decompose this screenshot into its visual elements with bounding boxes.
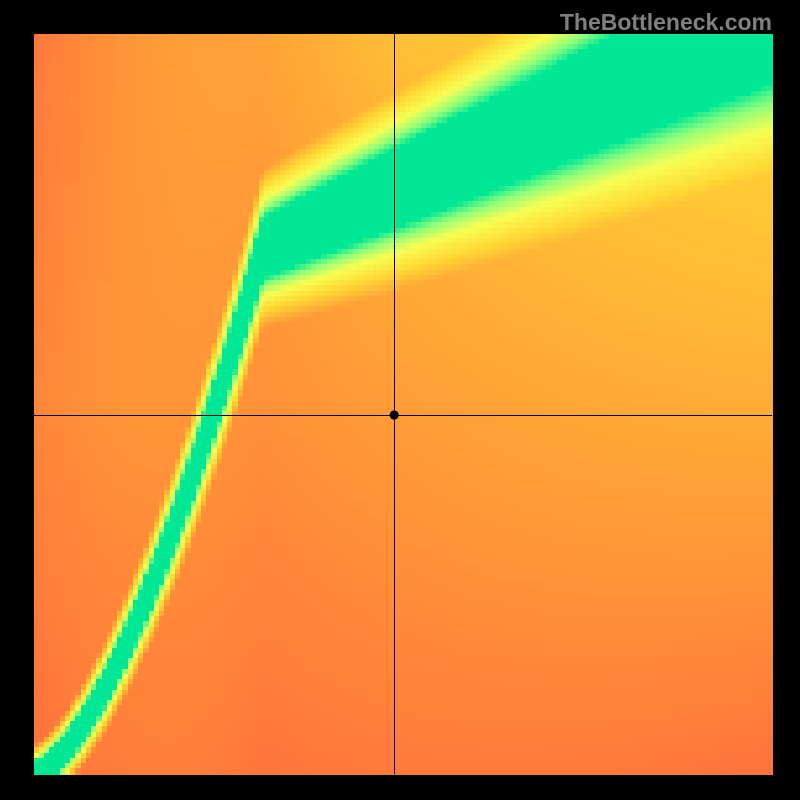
chart-container: TheBottleneck.com xyxy=(0,0,800,800)
bottleneck-heatmap xyxy=(0,0,800,800)
watermark-text: TheBottleneck.com xyxy=(560,9,772,36)
